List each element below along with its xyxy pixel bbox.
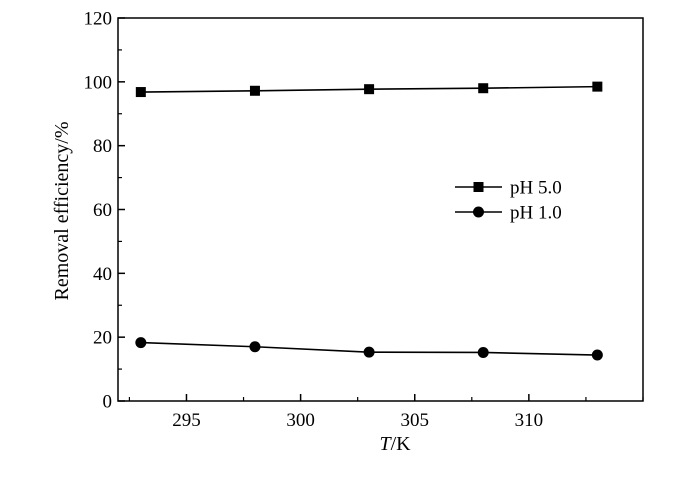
legend-marker-circle — [473, 206, 484, 218]
legend-label: pH 1.0 — [510, 203, 562, 224]
x-tick-label: 310 — [515, 410, 544, 431]
x-axis-label: T/K — [379, 433, 411, 455]
y-tick-label: 120 — [84, 9, 113, 30]
data-point-square — [249, 85, 260, 96]
x-tick-label: 300 — [286, 410, 315, 431]
y-tick-label: 0 — [103, 392, 113, 413]
data-point-circle — [591, 349, 603, 361]
y-tick-label: 60 — [93, 200, 112, 221]
y-axis-label: Removal efficiency/% — [51, 121, 73, 300]
legend: pH 5.0 pH 1.0 — [455, 178, 562, 224]
data-point-circle — [363, 346, 375, 358]
x-axis-label-variable: T — [379, 433, 392, 455]
x-tick-label: 295 — [172, 410, 201, 431]
data-point-circle — [477, 346, 489, 358]
y-tick-label: 80 — [93, 136, 112, 157]
data-point-square — [135, 87, 146, 98]
data-point-circle — [249, 341, 261, 353]
y-tick-label: 100 — [84, 72, 113, 93]
data-point-square — [592, 81, 603, 92]
data-point-square — [364, 84, 375, 95]
data-point-circle — [135, 337, 147, 349]
data-point-square — [478, 83, 489, 94]
legend-label: pH 5.0 — [510, 178, 562, 199]
x-axis-label-unit: /K — [391, 433, 412, 455]
legend-marker-square — [473, 182, 484, 192]
x-tick-label: 305 — [400, 410, 429, 431]
plot-frame — [117, 17, 644, 402]
y-tick-label: 20 — [93, 328, 112, 349]
y-tick-label: 40 — [93, 264, 112, 285]
